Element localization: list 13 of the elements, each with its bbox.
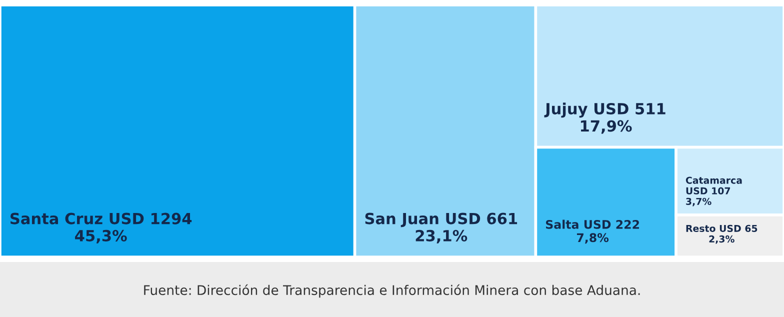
data-label: 45,3% [75, 230, 127, 244]
source-note: Fuente: Dirección de Transparencia e Información Minera con base Aduana. [144, 284, 640, 298]
category-label: Santa Cruz USD 1294 [10, 212, 192, 224]
category-label: San Juan USD 661 [365, 212, 518, 228]
data-label: 7,8% [576, 233, 609, 244]
category-label: Resto USD 65 [686, 224, 758, 232]
category-label: Catamarca USD 107 [686, 176, 742, 194]
data-label: 3,7% [686, 198, 712, 206]
category-label: Salta USD 222 [546, 220, 639, 229]
data-label: 23,1% [416, 230, 468, 244]
data-label: 2,3% [709, 235, 734, 244]
data-label: 17,9% [580, 120, 632, 134]
category-label: Jujuy USD 511 [544, 102, 666, 118]
